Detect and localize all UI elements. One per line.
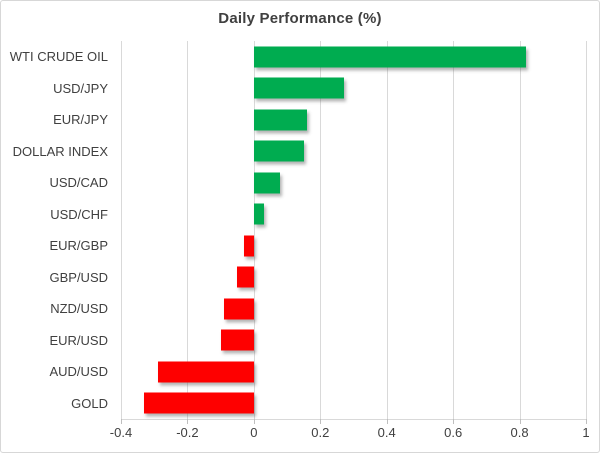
category-label: DOLLAR INDEX: [12, 143, 108, 159]
bar-row: [121, 41, 586, 73]
gridline: [453, 41, 455, 419]
bar-nzd-usd: [223, 298, 254, 320]
gridline: [187, 41, 189, 419]
x-tick-mark: [386, 419, 388, 424]
x-tick-mark: [320, 419, 322, 424]
category-label: WTI CRUDE OIL: [9, 49, 108, 65]
bar-eur-usd: [220, 329, 254, 351]
chart-title: Daily Performance (%): [218, 10, 382, 27]
category-label: USD/CHF: [50, 206, 108, 222]
category-axis: WTI CRUDE OIL USD/JPY EUR/JPY DOLLAR INDEX U…: [1, 41, 108, 419]
bar-row: [121, 262, 586, 294]
bar-row: [121, 73, 586, 105]
bar-eur-gbp: [243, 235, 254, 257]
x-tick-mark: [453, 419, 455, 424]
bar-row: [121, 167, 586, 199]
x-tick-label: 0: [250, 425, 258, 440]
bar-usd-jpy: [253, 77, 344, 99]
gridline: [519, 41, 521, 419]
category-label: AUD/USD: [49, 364, 108, 380]
x-tick-mark: [121, 419, 122, 424]
bar-wti-crude-oil: [253, 46, 527, 68]
bar-row: [121, 199, 586, 231]
x-tick-label: 0.4: [377, 425, 396, 440]
bar-row: [121, 230, 586, 262]
category-label: GBP/USD: [49, 269, 108, 285]
x-tick-mark: [187, 419, 189, 424]
bar-aud-usd: [157, 361, 254, 383]
bar-row: [121, 356, 586, 388]
gridline: [386, 41, 388, 419]
bar-gold: [144, 392, 254, 414]
category-label: EUR/JPY: [53, 112, 108, 128]
bar-usd-cad: [253, 172, 281, 194]
x-axis-labels: -0.4 -0.2 0 0.2 0.4 0.6 0.8 1: [110, 425, 590, 443]
bar-row: [121, 325, 586, 357]
plot-area: [121, 41, 587, 420]
x-tick-label: -0.2: [176, 425, 199, 440]
gridline: [253, 41, 255, 419]
category-label: EUR/GBP: [49, 238, 108, 254]
x-tick-label: 0.6: [444, 425, 463, 440]
category-label: USD/JPY: [53, 80, 108, 96]
x-tick-label: 0.8: [510, 425, 529, 440]
x-tick-label: -0.4: [109, 425, 133, 440]
bar-usd-chf: [253, 203, 264, 225]
category-label: EUR/USD: [49, 332, 108, 348]
bar-eur-jpy: [253, 109, 307, 131]
gridline: [121, 41, 122, 419]
category-label: NZD/USD: [50, 301, 108, 317]
gridline: [586, 41, 587, 419]
category-label: GOLD: [71, 395, 108, 411]
x-axis-ticks: [121, 419, 587, 424]
x-tick-label: 0.2: [311, 425, 330, 440]
category-label: USD/CAD: [49, 175, 108, 191]
bar-rows: [121, 41, 586, 419]
bar-row: [121, 136, 586, 168]
gridline: [320, 41, 322, 419]
bar-row: [121, 104, 586, 136]
bar-row: [121, 293, 586, 325]
x-tick-mark: [253, 419, 255, 424]
x-tick-mark: [519, 419, 521, 424]
bar-gbp-usd: [237, 266, 254, 288]
x-tick-label: 1: [582, 425, 590, 440]
x-tick-mark: [586, 419, 587, 424]
bar-dollar-index: [253, 140, 304, 162]
bar-row: [121, 388, 586, 420]
